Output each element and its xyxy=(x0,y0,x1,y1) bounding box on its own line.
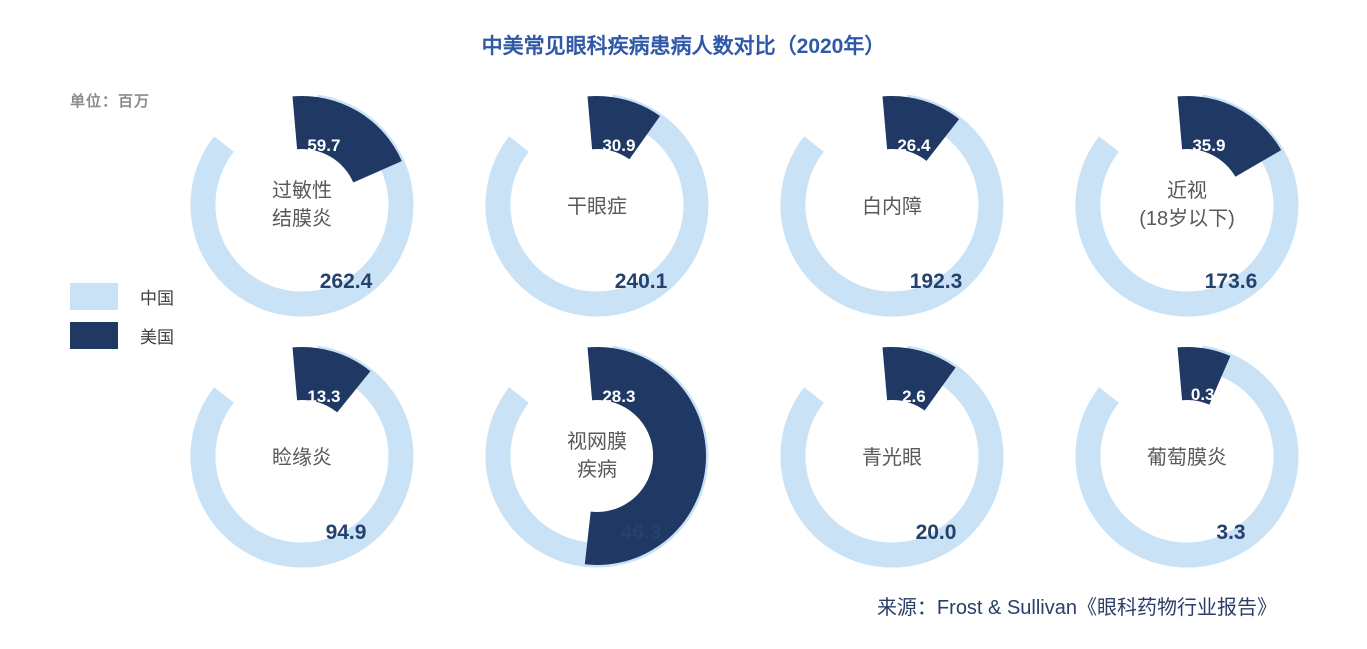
china-value-label: 3.3 xyxy=(1216,521,1245,544)
donut-svg: 0.3 3.3 葡萄膜炎 xyxy=(1075,345,1299,568)
donut-chart-2: 30.9 240.1 干眼症 xyxy=(462,70,732,340)
china-arc xyxy=(780,94,1004,317)
china-arc xyxy=(1075,345,1299,568)
disease-name-label: 白内障 xyxy=(862,195,922,218)
donut-svg: 59.7 262.4 过敏性结膜炎 xyxy=(190,94,414,317)
china-value-label: 262.4 xyxy=(320,270,373,293)
disease-name-label: 睑缘炎 xyxy=(272,446,332,469)
china-arc xyxy=(190,345,414,568)
donut-chart-8: 0.3 3.3 葡萄膜炎 xyxy=(1052,321,1322,591)
usa-arc xyxy=(1177,95,1282,177)
legend-label-usa: 美国 xyxy=(140,328,174,347)
usa-arc xyxy=(584,346,707,565)
chart-title: 中美常见眼科疾病患病人数对比（2020年） xyxy=(481,35,886,58)
china-arc xyxy=(485,94,709,317)
disease-name-label: 葡萄膜炎 xyxy=(1147,446,1227,469)
china-color-swatch xyxy=(70,283,118,310)
donut-chart-4: 35.9 173.6 近视(18岁以下) xyxy=(1052,70,1322,340)
usa-arc xyxy=(292,346,371,413)
china-value-label: 94.9 xyxy=(326,521,367,544)
donut-chart-7: 2.6 20.0 青光眼 xyxy=(757,321,1027,591)
donut-chart-3: 26.4 192.3 白内障 xyxy=(757,70,1027,340)
legend: 中国 美国 xyxy=(70,283,174,361)
china-value-label: 192.3 xyxy=(910,270,963,293)
usa-value-label: 35.9 xyxy=(1192,136,1225,155)
usa-value-label: 28.3 xyxy=(602,387,635,406)
donut-chart-5: 13.3 94.9 睑缘炎 xyxy=(167,321,437,591)
china-value-label: 240.1 xyxy=(615,270,668,293)
usa-value-label: 26.4 xyxy=(897,136,931,155)
legend-item-china: 中国 xyxy=(70,283,174,310)
usa-value-label: 2.6 xyxy=(902,387,926,406)
china-arc xyxy=(780,345,1004,568)
disease-name-label: 青光眼 xyxy=(862,446,922,469)
donut-svg: 13.3 94.9 睑缘炎 xyxy=(190,345,414,568)
disease-name-label: 过敏性结膜炎 xyxy=(272,179,332,230)
legend-item-usa: 美国 xyxy=(70,322,174,349)
disease-name-label: 近视(18岁以下) xyxy=(1139,179,1235,230)
donut-svg: 2.6 20.0 青光眼 xyxy=(780,345,1004,568)
donut-svg: 26.4 192.3 白内障 xyxy=(780,94,1004,317)
legend-label-china: 中国 xyxy=(140,289,174,308)
usa-arc xyxy=(882,95,960,161)
usa-arc xyxy=(1177,346,1231,405)
source-citation: 来源：Frost & Sullivan《眼科药物行业报告》 xyxy=(876,597,1277,619)
donut-chart-6: 28.3 46.3 视网膜疾病 xyxy=(462,321,732,591)
usa-value-label: 0.3 xyxy=(1191,385,1215,404)
usa-value-label: 59.7 xyxy=(307,136,340,155)
donut-svg: 28.3 46.3 视网膜疾病 xyxy=(485,345,709,568)
usa-arc xyxy=(292,95,402,183)
donut-svg: 30.9 240.1 干眼症 xyxy=(485,94,709,317)
disease-name-label: 干眼症 xyxy=(567,195,627,218)
usa-arc xyxy=(882,346,956,411)
usa-arc xyxy=(587,95,660,160)
disease-name-label: 视网膜疾病 xyxy=(567,430,627,481)
usa-value-label: 30.9 xyxy=(602,136,635,155)
china-value-label: 20.0 xyxy=(916,521,957,544)
china-value-label: 46.3 xyxy=(621,521,662,544)
usa-value-label: 13.3 xyxy=(307,387,340,406)
china-value-label: 173.6 xyxy=(1205,270,1258,293)
donut-svg: 35.9 173.6 近视(18岁以下) xyxy=(1075,94,1299,317)
usa-color-swatch xyxy=(70,322,118,349)
donut-chart-1: 59.7 262.4 过敏性结膜炎 xyxy=(167,70,437,340)
unit-label: 单位：百万 xyxy=(70,93,151,110)
